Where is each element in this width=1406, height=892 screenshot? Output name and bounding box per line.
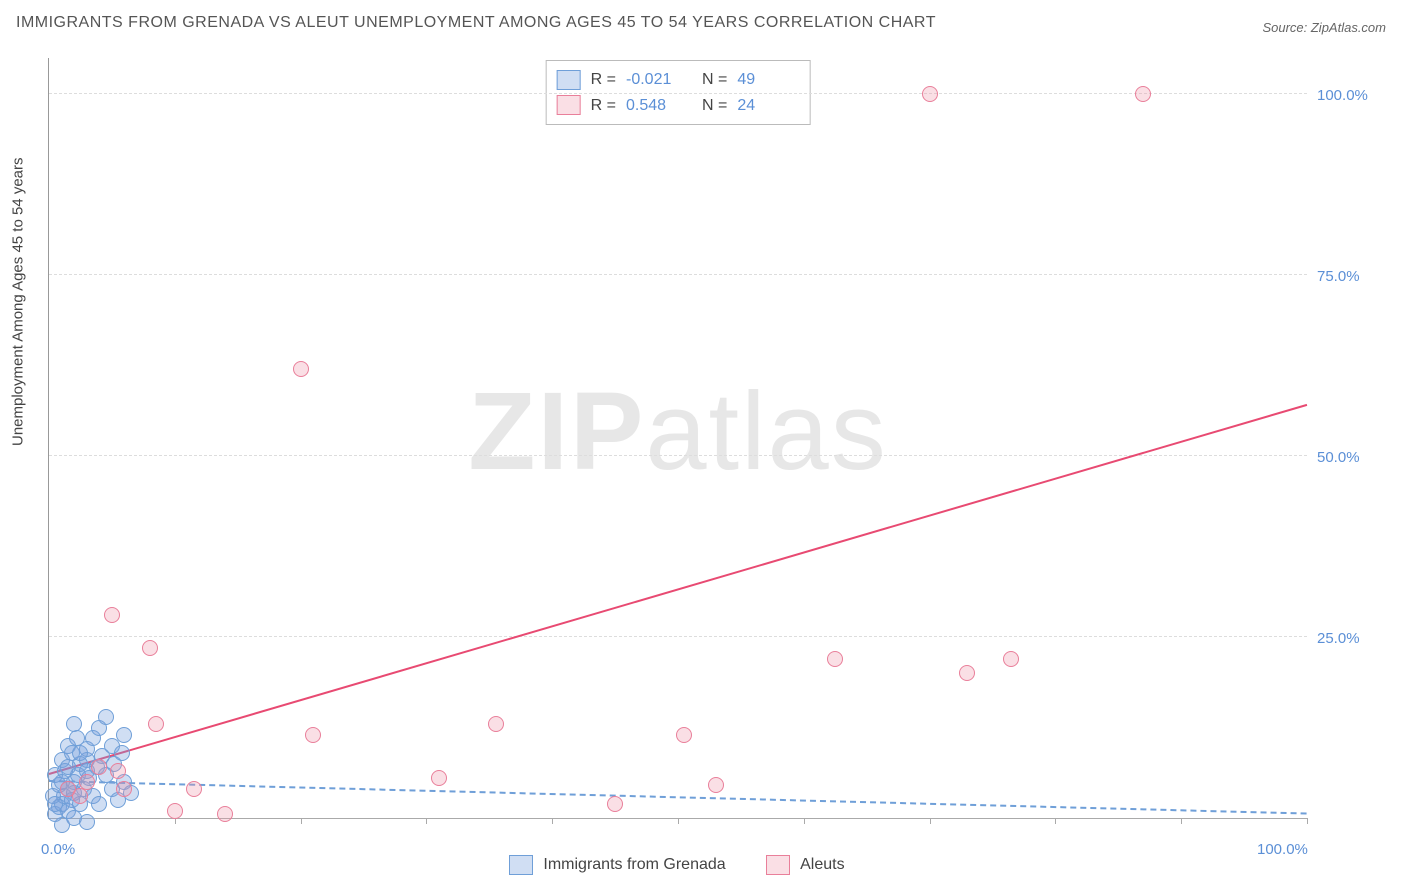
stats-row-blue: R = -0.021 N = 49: [557, 67, 796, 93]
y-axis-label: Unemployment Among Ages 45 to 54 years: [10, 157, 27, 446]
gridline: [49, 274, 1307, 275]
gridline: [49, 636, 1307, 637]
data-point: [91, 796, 107, 812]
source-link[interactable]: ZipAtlas.com: [1311, 20, 1386, 35]
x-tick: [301, 818, 302, 824]
data-point: [116, 781, 132, 797]
data-point: [959, 665, 975, 681]
r-value: -0.021: [626, 67, 684, 93]
data-point: [142, 640, 158, 656]
data-point: [293, 361, 309, 377]
y-tick-label: 100.0%: [1317, 87, 1377, 104]
legend-label: Aleuts: [800, 856, 844, 874]
x-tick: [1307, 818, 1308, 824]
data-point: [922, 86, 938, 102]
swatch-icon: [509, 855, 533, 875]
r-label: R =: [591, 67, 616, 93]
y-tick-label: 25.0%: [1317, 630, 1377, 647]
n-value: 49: [737, 67, 795, 93]
gridline: [49, 455, 1307, 456]
data-point: [1003, 651, 1019, 667]
watermark: ZIPatlas: [468, 368, 887, 495]
legend-label: Immigrants from Grenada: [543, 856, 725, 874]
r-label: R =: [591, 93, 616, 119]
swatch-icon: [557, 70, 581, 90]
data-point: [72, 788, 88, 804]
data-point: [114, 745, 130, 761]
data-point: [104, 607, 120, 623]
legend-item-blue: Immigrants from Grenada: [509, 855, 725, 875]
n-value: 24: [737, 93, 795, 119]
data-point: [116, 727, 132, 743]
y-tick-label: 75.0%: [1317, 268, 1377, 285]
data-point: [186, 781, 202, 797]
data-point: [110, 763, 126, 779]
data-point: [79, 774, 95, 790]
source-attribution: Source: ZipAtlas.com: [1262, 20, 1386, 35]
regression-line: [49, 403, 1308, 774]
y-tick-label: 50.0%: [1317, 449, 1377, 466]
n-label: N =: [702, 93, 727, 119]
data-point: [488, 716, 504, 732]
x-tick: [678, 818, 679, 824]
data-point: [47, 796, 63, 812]
source-label: Source:: [1262, 20, 1310, 35]
x-tick: [930, 818, 931, 824]
x-tick: [1181, 818, 1182, 824]
data-point: [217, 806, 233, 822]
r-value: 0.548: [626, 93, 684, 119]
data-point: [431, 770, 447, 786]
data-point: [148, 716, 164, 732]
x-tick: [552, 818, 553, 824]
n-label: N =: [702, 67, 727, 93]
swatch-icon: [557, 95, 581, 115]
data-point: [79, 814, 95, 830]
x-tick: [175, 818, 176, 824]
data-point: [72, 745, 88, 761]
data-point: [69, 730, 85, 746]
legend-item-pink: Aleuts: [766, 855, 844, 875]
gridline: [49, 93, 1307, 94]
swatch-icon: [766, 855, 790, 875]
data-point: [1135, 86, 1151, 102]
data-point: [827, 651, 843, 667]
data-point: [708, 777, 724, 793]
chart-title: IMMIGRANTS FROM GRENADA VS ALEUT UNEMPLO…: [16, 14, 936, 32]
regression-line: [49, 780, 1307, 815]
data-point: [60, 759, 76, 775]
data-point: [98, 709, 114, 725]
x-tick: [426, 818, 427, 824]
stats-row-pink: R = 0.548 N = 24: [557, 93, 796, 119]
x-tick: [1055, 818, 1056, 824]
data-point: [66, 716, 82, 732]
x-tick: [804, 818, 805, 824]
data-point: [607, 796, 623, 812]
series-legend: Immigrants from Grenada Aleuts: [48, 855, 1306, 880]
data-point: [305, 727, 321, 743]
data-point: [91, 759, 107, 775]
data-point: [167, 803, 183, 819]
data-point: [676, 727, 692, 743]
scatter-chart: ZIPatlas R = -0.021 N = 49 R = 0.548 N =…: [48, 58, 1307, 819]
